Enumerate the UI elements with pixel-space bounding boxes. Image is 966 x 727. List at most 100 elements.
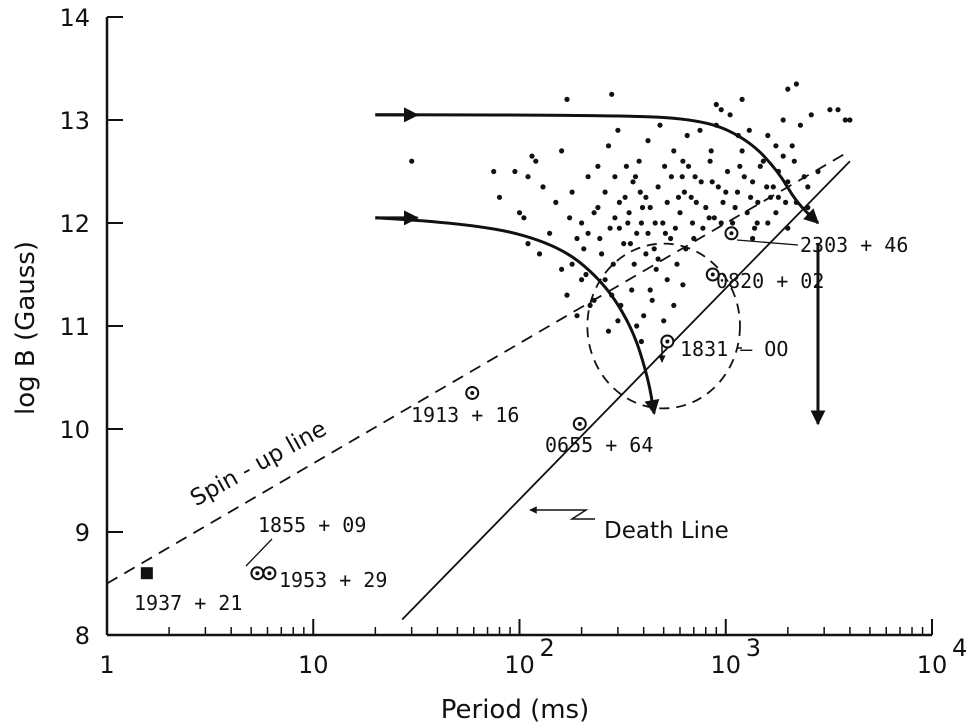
pulsar-point <box>773 143 779 149</box>
pulsar-point <box>671 148 677 154</box>
pulsar-point <box>529 153 535 159</box>
pulsar-marker-dot <box>267 571 272 576</box>
pulsar-label: 0655 + 64 <box>545 433 653 457</box>
pulsar-point <box>595 163 601 169</box>
pulsar-point <box>793 199 800 205</box>
pulsar-point <box>587 302 593 308</box>
pulsar-point <box>579 277 585 283</box>
pulsar-point <box>785 225 791 231</box>
pulsar-point <box>567 215 573 221</box>
pulsar-point <box>525 241 531 247</box>
evolution-track-upper <box>375 113 820 225</box>
pulsar-point <box>652 220 658 226</box>
pulsar-point <box>739 148 745 154</box>
pulsar-marker-dot <box>729 231 734 236</box>
pulsar-point <box>764 184 770 190</box>
pulsar-point <box>609 91 615 97</box>
pulsar-point <box>805 204 811 211</box>
y-tick-label: 10 <box>59 416 90 444</box>
pulsar-point <box>835 107 841 113</box>
pulsar-point <box>755 199 761 205</box>
pulsar-point <box>583 271 589 278</box>
pulsar-point <box>610 261 616 267</box>
pulsar-point <box>750 179 756 185</box>
pulsar-point <box>718 107 724 113</box>
pulsar-point <box>664 199 670 205</box>
pulsar-point <box>672 225 679 231</box>
pulsar-point <box>655 256 661 262</box>
pulsar-point <box>775 168 782 175</box>
pulsar-point <box>607 225 613 231</box>
pulsar-point <box>713 101 719 108</box>
pulsar-point <box>741 174 747 180</box>
pulsar-point <box>783 199 789 205</box>
pulsar-point <box>536 251 543 257</box>
pulsar-label: 1913 + 16 <box>411 403 519 427</box>
death-line-label: Death Line <box>604 518 729 544</box>
pulsar-point <box>602 277 608 283</box>
pulsar-point <box>616 199 623 205</box>
spin-up-line <box>106 150 851 585</box>
y-tick-label: 11 <box>59 313 90 341</box>
x-tick-exponent: 2 <box>540 634 555 662</box>
pulsar-point <box>706 215 712 221</box>
reference-lines <box>106 150 851 621</box>
pulsar-point <box>697 127 703 133</box>
pulsar-point <box>715 184 721 190</box>
pulsar-point <box>752 225 758 231</box>
pulsar-point <box>559 266 565 272</box>
spin-up-line-label: Spin - up line <box>186 416 331 512</box>
pulsar-point <box>638 220 645 226</box>
pulsar-label: 1937 + 21 <box>134 591 242 615</box>
pulsar-label: 1855 + 09 <box>258 513 366 537</box>
pulsar-point <box>602 189 608 195</box>
pulsar-point <box>750 235 756 242</box>
pulsar-point <box>683 246 689 252</box>
pulsar-label: 0820 + 02 <box>716 269 824 293</box>
pulsar-point <box>647 204 653 211</box>
pulsar-point <box>723 189 729 195</box>
pulsar-point <box>668 174 675 180</box>
pulsar-point <box>597 235 603 242</box>
pulsar-point <box>692 174 698 180</box>
pulsar-point <box>636 158 642 164</box>
pulsar-point <box>674 261 680 267</box>
pulsar-point <box>744 210 750 216</box>
pulsar-marker-dot <box>470 390 475 395</box>
pulsar-point <box>579 220 585 226</box>
pulsar-label: 1831 – OO <box>680 337 788 361</box>
pulsar-point <box>698 179 704 185</box>
pulsar-point <box>808 112 814 118</box>
pulsar-point <box>605 328 612 334</box>
pulsar-point <box>805 184 811 190</box>
pulsar-point <box>525 174 531 180</box>
pulsar-point <box>675 194 682 200</box>
pulsar-point <box>785 179 791 185</box>
pulsar-point <box>768 194 774 200</box>
pulsar-point <box>612 215 618 221</box>
pulsar-point <box>727 112 733 118</box>
pulsar-point <box>585 230 591 236</box>
pulsar-point <box>634 323 640 329</box>
pulsar-point <box>645 138 651 144</box>
y-tick-label: 9 <box>75 519 90 547</box>
pulsar-point <box>770 184 776 190</box>
pulsar-point <box>409 158 415 164</box>
pulsar-point <box>564 292 570 298</box>
x-axis-label: Period (ms) <box>441 695 590 725</box>
pulsar-point <box>630 179 636 185</box>
pulsar-point <box>631 261 637 267</box>
pulsar-point <box>780 117 786 123</box>
death-line-pointer <box>562 509 595 520</box>
pulsar-point <box>616 225 623 231</box>
pulsar-point <box>512 168 518 175</box>
pulsar-point <box>791 158 797 164</box>
pulsar-point <box>645 230 651 236</box>
pulsar-label: 2303 + 46 <box>800 233 908 257</box>
pulsar-point <box>569 189 575 195</box>
pulsar-marker-square <box>140 567 153 580</box>
pulsar-point <box>827 107 833 113</box>
y-tick-label: 12 <box>59 210 90 238</box>
pulsar-point <box>618 302 624 308</box>
pulsar-point <box>540 184 546 190</box>
